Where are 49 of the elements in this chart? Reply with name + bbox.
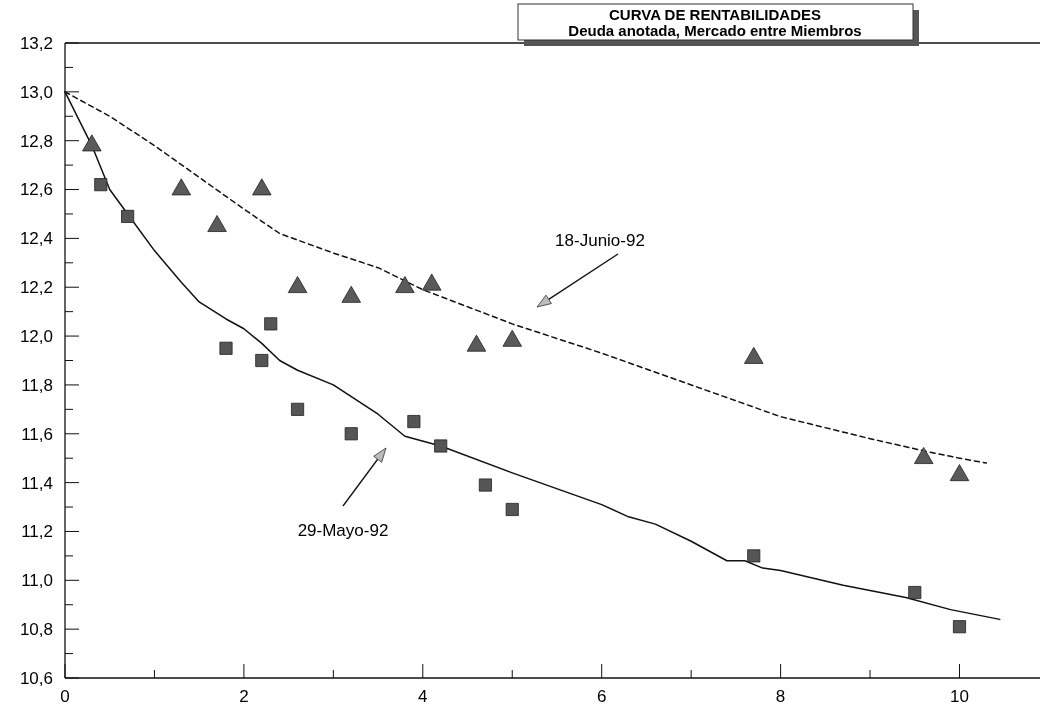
x-tick-label: 6 [596, 687, 607, 706]
point [395, 276, 415, 293]
point [505, 502, 519, 516]
y-tick-label: 12,4 [19, 229, 53, 249]
point [121, 209, 135, 223]
point [949, 464, 970, 482]
y-tick-label: 13,2 [19, 33, 53, 53]
y-tick-label: 11,2 [21, 522, 53, 542]
point [952, 620, 967, 634]
x-tick-label: 4 [418, 687, 428, 706]
point [502, 329, 522, 347]
x-tick-label: 8 [775, 687, 786, 706]
point [171, 178, 191, 196]
point [341, 285, 361, 303]
x-tick-label: 0 [60, 687, 70, 706]
point [478, 478, 492, 492]
point [287, 276, 308, 293]
point [82, 134, 102, 152]
point [747, 549, 761, 563]
point [908, 586, 922, 600]
point [291, 402, 305, 416]
point [255, 353, 269, 368]
point [207, 215, 227, 232]
chart-subtitle: Deuda anotada, Mercado entre Miembros [568, 22, 862, 39]
y-tick-label: 13,0 [19, 82, 53, 102]
point [466, 334, 487, 352]
y-tick-label: 11,6 [21, 424, 53, 444]
annotation: 18-Junio-92 [555, 231, 645, 250]
point [252, 178, 272, 196]
x-tick-label: 2 [239, 687, 249, 706]
y-tick-label: 12,6 [19, 180, 53, 200]
y-tick-label: 11,4 [21, 473, 53, 493]
y-tick-label: 11,0 [21, 571, 53, 591]
point [407, 415, 421, 429]
chart-title: CURVA DE RENTABILIDADES [609, 6, 821, 23]
y-tick-label: 10,6 [19, 668, 53, 688]
point [422, 273, 442, 291]
point [744, 346, 764, 364]
y-tick-label: 12,0 [19, 327, 53, 347]
y-tick-label: 12,2 [19, 278, 53, 298]
annotation: 29-Mayo-92 [297, 521, 389, 540]
point [219, 341, 233, 355]
point [434, 439, 448, 453]
point [264, 317, 278, 331]
point [344, 427, 358, 441]
y-tick-label: 11,8 [21, 375, 53, 395]
x-tick-label: 10 [950, 687, 969, 706]
y-tick-label: 10,8 [19, 620, 53, 640]
y-tick-label: 12,8 [19, 131, 53, 151]
